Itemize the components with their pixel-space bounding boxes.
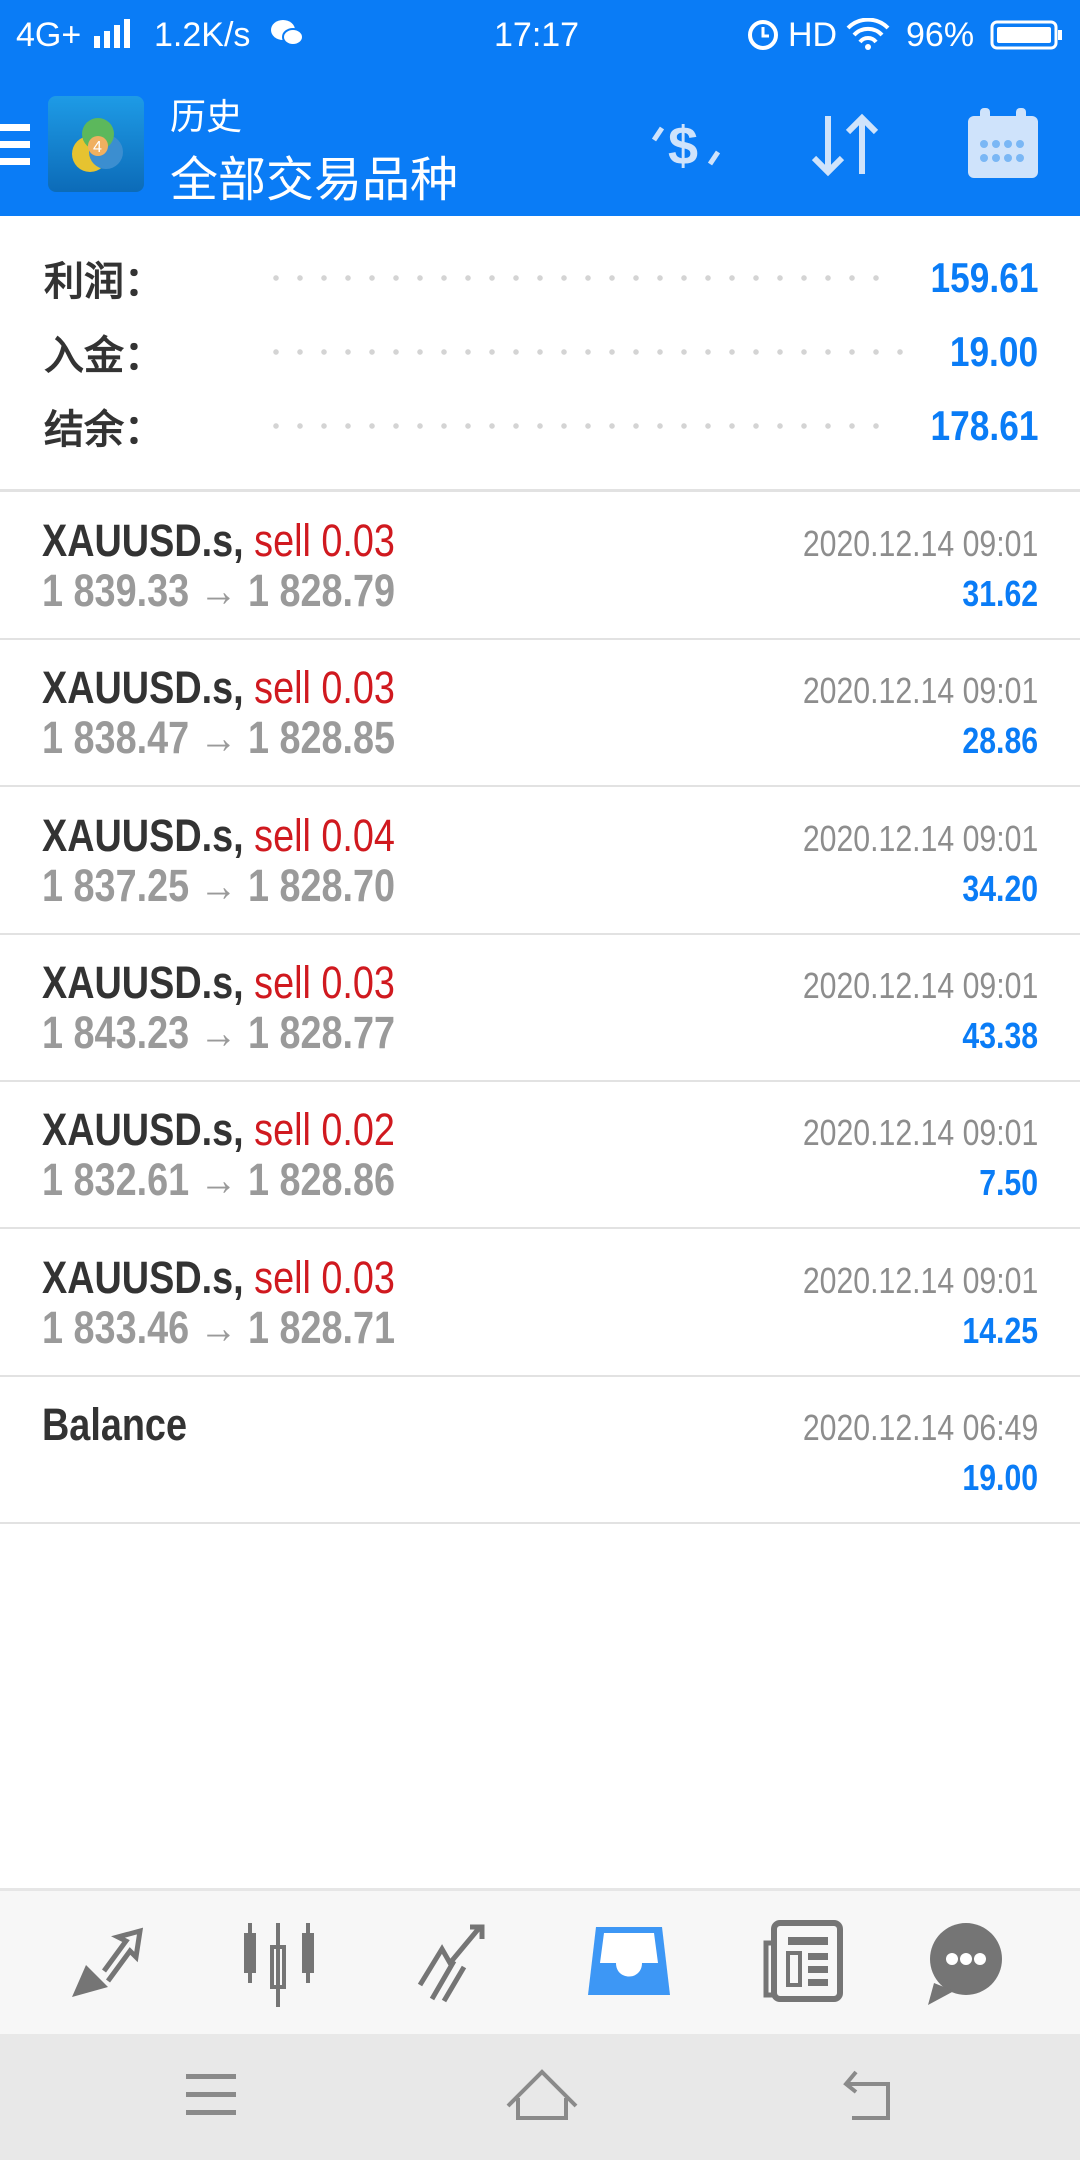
deal-time: 2020.12.14 06:49 <box>802 1406 1038 1448</box>
network-type: 4G+ <box>16 16 82 54</box>
chart-icon[interactable] <box>236 1919 326 2009</box>
status-bar: 4G+ 1.2K/s 17:17 HD 96% <box>0 0 1080 70</box>
dotted-leader <box>264 349 919 355</box>
deal-side-volume: sell 0.03 <box>254 662 395 714</box>
currency-exchange-icon[interactable]: $ <box>648 114 728 183</box>
deal-side-volume: sell 0.03 <box>254 956 395 1008</box>
deal-symbol: XAUUSD.s, <box>42 515 244 566</box>
deal-side-volume: sell 0.04 <box>254 809 395 861</box>
quotes-icon[interactable] <box>64 1919 154 2009</box>
deal-profit: 19.00 <box>962 1456 1038 1498</box>
deal-profit: 14.25 <box>962 1309 1038 1351</box>
deal-row[interactable]: XAUUSD.s, sell 0.03 1 843.23 → 1 828.77 … <box>0 935 1080 1082</box>
hd-label: HD <box>788 16 838 54</box>
system-nav-bar <box>0 2034 1080 2160</box>
header-subtitle[interactable]: 全部交易品种 <box>170 154 459 207</box>
deal-prices: 1 832.61 → 1 828.86 <box>42 1154 396 1206</box>
battery-percent: 96% <box>906 16 975 54</box>
deal-symbol: Balance <box>42 1398 187 1450</box>
deal-profit: 28.86 <box>962 720 1038 762</box>
deal-symbol: XAUUSD.s, <box>42 956 244 1008</box>
network-speed: 1.2K/s <box>154 16 251 54</box>
deal-symbol: XAUUSD.s, <box>42 662 244 714</box>
wechat-icon <box>270 18 304 57</box>
deal-time: 2020.12.14 09:01 <box>802 670 1038 712</box>
battery-icon <box>990 20 1064 59</box>
deal-profit: 34.20 <box>962 867 1038 909</box>
deal-row[interactable]: XAUUSD.s, sell 0.03 1 838.47 → 1 828.85 … <box>0 640 1080 788</box>
dotted-leader <box>264 423 896 429</box>
summary-value: 178.61 <box>930 402 1038 449</box>
deal-symbol: XAUUSD.s, <box>42 1251 244 1303</box>
summary-panel: 利润： 159.61 入金： 19.00 结余： 178.61 <box>0 216 1080 492</box>
menu-icon[interactable] <box>0 122 30 173</box>
wifi-icon <box>846 17 890 59</box>
deal-row[interactable]: XAUUSD.s, sell 0.03 1 839.33 → 1 828.79 … <box>0 493 1080 640</box>
summary-row: 利润： 159.61 <box>44 248 1038 308</box>
app-header: 4 历史 全部交易品种 $ <box>0 70 1080 216</box>
deal-time: 2020.12.14 09:01 <box>802 1112 1038 1154</box>
news-icon[interactable] <box>758 1919 848 2009</box>
bottom-nav <box>0 1888 1080 2034</box>
summary-label: 入金： <box>44 334 164 378</box>
history-icon[interactable] <box>584 1919 674 2009</box>
svg-text:$: $ <box>668 116 698 176</box>
balance-row[interactable]: Balance 2020.12.14 06:49 19.00 <box>0 1377 1080 1524</box>
summary-label: 利润： <box>44 260 164 304</box>
summary-row: 结余： 178.61 <box>44 396 1038 456</box>
deal-symbol: XAUUSD.s, <box>42 1104 244 1156</box>
trade-icon[interactable] <box>410 1919 500 2009</box>
deal-time: 2020.12.14 09:01 <box>802 1259 1038 1301</box>
deal-prices: 1 837.25 → 1 828.70 <box>42 859 396 911</box>
summary-value: 19.00 <box>949 328 1038 375</box>
deal-profit: 31.62 <box>962 573 1038 614</box>
chat-icon[interactable] <box>920 1919 1010 2009</box>
sort-icon[interactable] <box>806 112 886 183</box>
header-title: 历史 <box>170 96 243 137</box>
deal-time: 2020.12.14 09:01 <box>802 964 1038 1006</box>
deal-profit: 7.50 <box>979 1162 1038 1204</box>
deal-row[interactable]: XAUUSD.s, sell 0.02 1 832.61 → 1 828.86 … <box>0 1082 1080 1230</box>
alarm-icon <box>746 17 780 60</box>
summary-row: 入金： 19.00 <box>44 322 1038 382</box>
recent-apps-icon[interactable] <box>186 2074 238 2123</box>
signal-icon <box>92 18 138 57</box>
back-icon[interactable] <box>842 2070 894 2125</box>
svg-text:4: 4 <box>93 139 102 156</box>
deal-side-volume: sell 0.03 <box>254 515 395 566</box>
deal-row[interactable]: XAUUSD.s, sell 0.04 1 837.25 → 1 828.70 … <box>0 788 1080 935</box>
deal-row[interactable]: XAUUSD.s, sell 0.03 1 833.46 → 1 828.71 … <box>0 1230 1080 1377</box>
deal-profit: 43.38 <box>962 1014 1038 1056</box>
deal-prices: 1 833.46 → 1 828.71 <box>42 1301 396 1353</box>
deal-time: 2020.12.14 09:01 <box>802 523 1038 564</box>
deal-time: 2020.12.14 09:01 <box>802 817 1038 859</box>
summary-label: 结余： <box>44 408 164 452</box>
mt4-logo: 4 <box>48 96 144 192</box>
deal-prices: 1 843.23 → 1 828.77 <box>42 1006 396 1058</box>
deal-symbol: XAUUSD.s, <box>42 809 244 861</box>
calendar-icon[interactable] <box>966 106 1040 185</box>
deal-prices: 1 839.33 → 1 828.79 <box>42 565 396 616</box>
clock: 17:17 <box>494 16 580 54</box>
deal-side-volume: sell 0.03 <box>254 1251 395 1303</box>
dotted-leader <box>264 275 896 281</box>
deal-side-volume: sell 0.02 <box>254 1104 395 1156</box>
home-icon[interactable] <box>506 2068 578 2125</box>
summary-value: 159.61 <box>930 254 1038 301</box>
deal-prices: 1 838.47 → 1 828.85 <box>42 712 396 764</box>
